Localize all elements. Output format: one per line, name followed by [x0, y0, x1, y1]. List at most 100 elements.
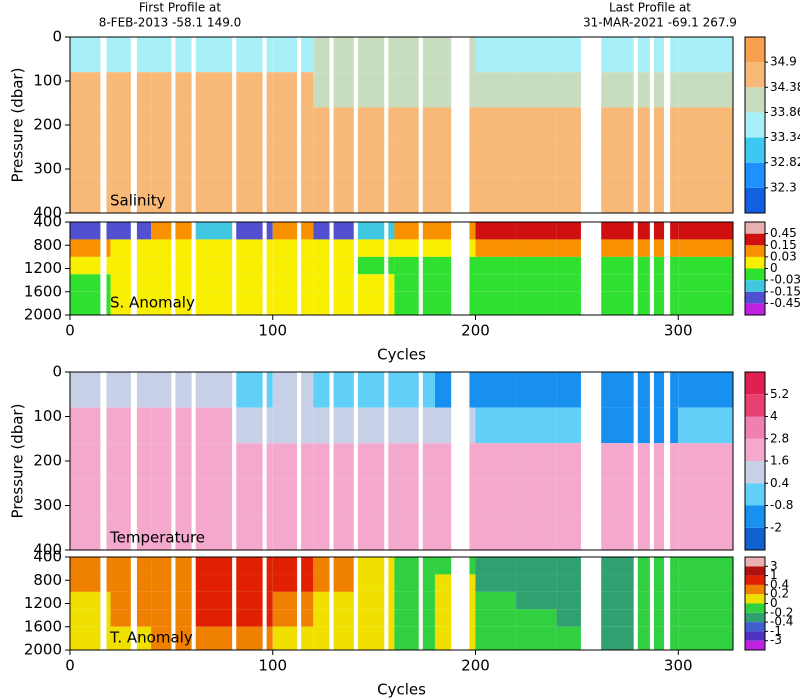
colorbar-swatch — [745, 233, 765, 246]
field-cell — [597, 274, 638, 292]
colorbar-swatch — [745, 483, 765, 506]
field-cell — [394, 557, 435, 575]
missing-data — [353, 37, 358, 213]
field-cell — [516, 274, 557, 292]
missing-data — [664, 222, 671, 315]
missing-data — [418, 372, 423, 550]
missing-data — [262, 372, 267, 550]
field-cell — [678, 557, 733, 575]
missing-data — [451, 372, 470, 550]
colorbar-label: 2.8 — [770, 431, 789, 445]
field-cell — [597, 222, 638, 240]
field-cell — [637, 609, 679, 627]
x-tick-label: 0 — [65, 322, 75, 340]
colorbar-label: 33.86 — [770, 105, 800, 119]
colorbar-label: -3 — [770, 633, 782, 647]
field-cell — [272, 274, 314, 292]
field-cell — [678, 478, 733, 515]
field-cell — [637, 239, 679, 257]
field-cell — [475, 478, 517, 515]
field-cell — [516, 626, 557, 650]
field-cell — [597, 37, 638, 73]
missing-data — [100, 222, 107, 315]
missing-data — [649, 37, 654, 213]
field-cell — [678, 372, 733, 408]
y-tick-label: 400 — [33, 204, 62, 222]
field-cell — [191, 372, 233, 408]
colorbar-label: 34.38 — [770, 80, 800, 94]
field-cell — [597, 609, 638, 627]
field-cell — [394, 239, 435, 257]
missing-data — [232, 372, 237, 550]
field-cell — [597, 443, 638, 479]
missing-data — [633, 372, 638, 550]
colorbar-label: 33.34 — [770, 130, 800, 144]
colorbar-swatch — [745, 640, 765, 650]
colorbar-swatch — [745, 438, 765, 461]
missing-data — [100, 372, 107, 550]
missing-data — [262, 222, 267, 315]
missing-data — [384, 557, 389, 650]
missing-data — [649, 372, 654, 550]
field-cell — [516, 591, 557, 610]
field-cell — [272, 557, 314, 575]
missing-data — [664, 37, 671, 213]
field-cell — [475, 107, 517, 143]
field-cell — [678, 107, 733, 143]
y-tick-label: 300 — [33, 496, 62, 514]
colorbar-swatch — [745, 37, 765, 63]
y-tick-label: 200 — [33, 116, 62, 134]
field-cell — [394, 274, 435, 292]
panel-label: Salinity — [110, 192, 166, 210]
colorbar-swatch — [745, 631, 765, 641]
missing-data — [580, 222, 602, 315]
field-cell — [678, 609, 733, 627]
missing-data — [130, 222, 137, 315]
y-axis-label: Pressure (dbar) — [9, 68, 27, 183]
field-cell — [637, 626, 679, 650]
colorbar-label: -0.03 — [770, 273, 800, 287]
missing-data — [297, 37, 302, 213]
missing-data — [353, 372, 358, 550]
x-tick-label: 100 — [258, 322, 287, 340]
field-cell — [637, 557, 679, 575]
field-cell — [475, 443, 517, 479]
missing-data — [191, 222, 196, 315]
y-tick-label: 800 — [33, 571, 62, 589]
field-cell — [394, 407, 435, 444]
field-cell — [637, 274, 679, 292]
colorbar-label: 32.3 — [770, 180, 797, 194]
colorbar-swatch — [745, 461, 765, 484]
field-cell — [516, 177, 557, 213]
missing-data — [329, 372, 334, 550]
field-cell — [597, 574, 638, 592]
field-cell — [272, 222, 314, 240]
field-cell — [191, 478, 233, 515]
colorbar-swatch — [745, 137, 765, 163]
missing-data — [353, 557, 358, 650]
last-profile-info: 31-MAR-2021 -69.1 267.9 — [583, 16, 737, 30]
field-cell — [678, 37, 733, 73]
field-cell — [272, 291, 314, 315]
field-cell — [394, 514, 435, 550]
field-cell — [272, 626, 314, 650]
field-cell — [191, 239, 233, 257]
field-cell — [516, 372, 557, 408]
missing-data — [384, 37, 389, 213]
field-cell — [272, 72, 314, 108]
field-cell — [678, 574, 733, 592]
field-cell — [637, 407, 679, 444]
field-cell — [475, 177, 517, 213]
colorbar-swatch — [745, 372, 765, 395]
colorbar-swatch — [745, 222, 765, 234]
missing-data — [633, 557, 638, 650]
field-cell — [394, 291, 435, 315]
colorbar-label: -2 — [770, 520, 782, 534]
colorbar-swatch — [745, 622, 765, 632]
field-cell — [191, 609, 233, 627]
field-cell — [597, 107, 638, 143]
missing-data — [418, 222, 423, 315]
x-tick-label: 100 — [258, 657, 287, 675]
missing-data — [297, 372, 302, 550]
